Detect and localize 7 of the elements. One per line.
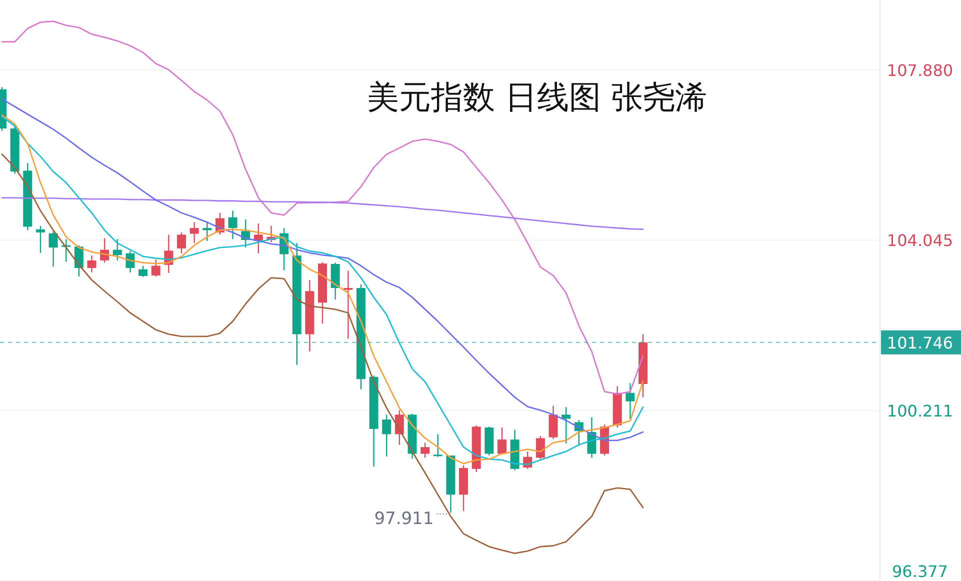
y-tick-label: 100.211 <box>886 402 954 421</box>
ref-line-label: 101.746 <box>886 333 954 352</box>
annotation: 97.911 <box>374 508 434 529</box>
y-tick-label: 96.377 <box>892 562 948 581</box>
y-tick-label: 107.880 <box>886 60 954 80</box>
text: 美元指数 日线图 张尧浠 <box>366 78 708 116</box>
y-tick-label: 104.045 <box>886 231 954 250</box>
